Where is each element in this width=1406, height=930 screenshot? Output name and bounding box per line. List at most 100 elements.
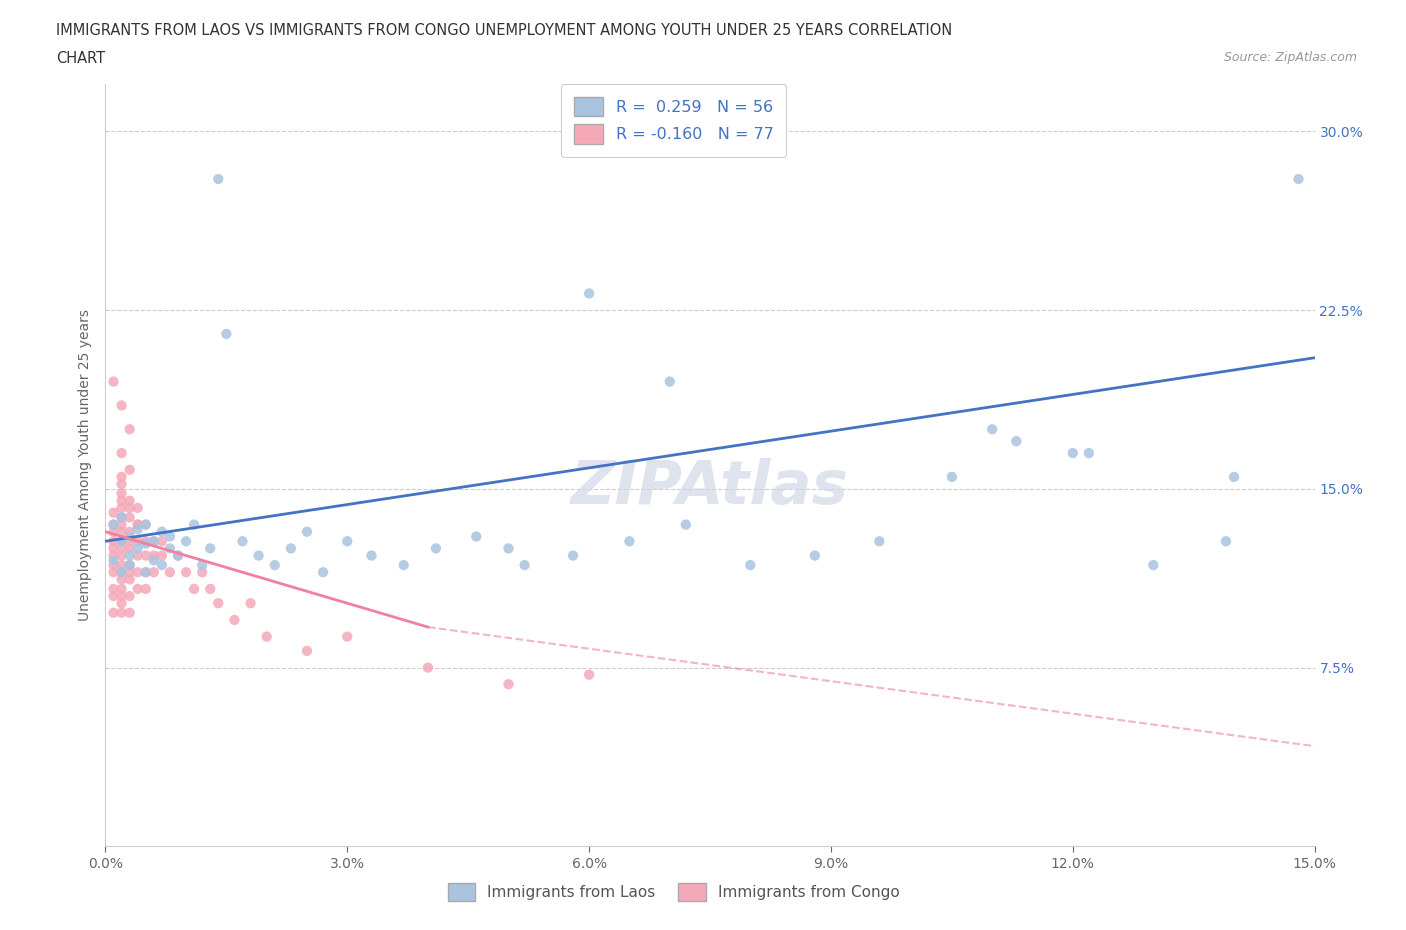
Point bbox=[110, 500, 132, 515]
Point bbox=[110, 596, 132, 611]
Point bbox=[1288, 171, 1310, 186]
Point bbox=[191, 558, 214, 573]
Text: ZIPAtlas: ZIPAtlas bbox=[571, 458, 849, 517]
Point bbox=[110, 486, 132, 501]
Point bbox=[110, 517, 132, 532]
Point bbox=[118, 529, 141, 544]
Point bbox=[110, 470, 132, 485]
Point bbox=[578, 668, 600, 683]
Point bbox=[118, 541, 141, 556]
Point bbox=[127, 517, 149, 532]
Point bbox=[562, 548, 585, 563]
Point bbox=[174, 534, 197, 549]
Point bbox=[150, 548, 173, 563]
Point bbox=[110, 534, 132, 549]
Point bbox=[231, 534, 253, 549]
Point bbox=[416, 660, 439, 675]
Point bbox=[295, 644, 318, 658]
Point bbox=[103, 525, 125, 539]
Point bbox=[224, 613, 246, 628]
Point bbox=[207, 171, 229, 186]
Point bbox=[103, 605, 125, 620]
Point bbox=[118, 462, 141, 477]
Point bbox=[103, 534, 125, 549]
Point bbox=[142, 553, 165, 568]
Point bbox=[868, 534, 890, 549]
Point bbox=[135, 565, 157, 579]
Point bbox=[200, 541, 222, 556]
Point bbox=[110, 565, 132, 579]
Point bbox=[167, 548, 190, 563]
Point bbox=[118, 572, 141, 587]
Point bbox=[513, 558, 536, 573]
Point bbox=[142, 534, 165, 549]
Point bbox=[103, 558, 125, 573]
Point bbox=[103, 553, 125, 568]
Point bbox=[110, 510, 132, 525]
Point bbox=[110, 605, 132, 620]
Point bbox=[118, 525, 141, 539]
Point bbox=[1077, 445, 1099, 460]
Point bbox=[312, 565, 335, 579]
Point bbox=[159, 541, 181, 556]
Point bbox=[981, 422, 1004, 437]
Y-axis label: Unemployment Among Youth under 25 years: Unemployment Among Youth under 25 years bbox=[77, 309, 91, 621]
Legend: Immigrants from Laos, Immigrants from Congo: Immigrants from Laos, Immigrants from Co… bbox=[441, 876, 905, 908]
Point bbox=[103, 374, 125, 389]
Point bbox=[110, 477, 132, 492]
Point bbox=[658, 374, 681, 389]
Point bbox=[1005, 433, 1028, 448]
Point bbox=[135, 517, 157, 532]
Point bbox=[498, 541, 520, 556]
Point bbox=[110, 589, 132, 604]
Point bbox=[142, 548, 165, 563]
Point bbox=[135, 581, 157, 596]
Point bbox=[118, 493, 141, 508]
Point bbox=[118, 558, 141, 573]
Point bbox=[263, 558, 285, 573]
Point bbox=[183, 517, 205, 532]
Point bbox=[239, 596, 262, 611]
Point bbox=[295, 525, 318, 539]
Point bbox=[280, 541, 302, 556]
Point bbox=[135, 548, 157, 563]
Point bbox=[619, 534, 641, 549]
Text: Source: ZipAtlas.com: Source: ZipAtlas.com bbox=[1223, 51, 1357, 64]
Point bbox=[159, 529, 181, 544]
Point bbox=[118, 422, 141, 437]
Point bbox=[142, 565, 165, 579]
Point bbox=[167, 548, 190, 563]
Point bbox=[256, 630, 278, 644]
Point bbox=[110, 541, 132, 556]
Point bbox=[110, 558, 132, 573]
Point bbox=[740, 558, 762, 573]
Point bbox=[150, 534, 173, 549]
Point bbox=[127, 517, 149, 532]
Point bbox=[1215, 534, 1237, 549]
Point bbox=[675, 517, 697, 532]
Point bbox=[127, 565, 149, 579]
Point bbox=[118, 510, 141, 525]
Point bbox=[110, 548, 132, 563]
Point bbox=[103, 565, 125, 579]
Point bbox=[110, 581, 132, 596]
Point bbox=[110, 565, 132, 579]
Point bbox=[1062, 445, 1084, 460]
Point bbox=[127, 534, 149, 549]
Point bbox=[118, 565, 141, 579]
Point bbox=[392, 558, 415, 573]
Point bbox=[465, 529, 488, 544]
Point bbox=[110, 510, 132, 525]
Point bbox=[110, 445, 132, 460]
Point bbox=[103, 517, 125, 532]
Point bbox=[135, 565, 157, 579]
Point bbox=[110, 525, 132, 539]
Point bbox=[150, 525, 173, 539]
Point bbox=[159, 565, 181, 579]
Point bbox=[200, 581, 222, 596]
Point bbox=[118, 605, 141, 620]
Point bbox=[127, 548, 149, 563]
Point bbox=[110, 493, 132, 508]
Point bbox=[207, 596, 229, 611]
Point bbox=[247, 548, 270, 563]
